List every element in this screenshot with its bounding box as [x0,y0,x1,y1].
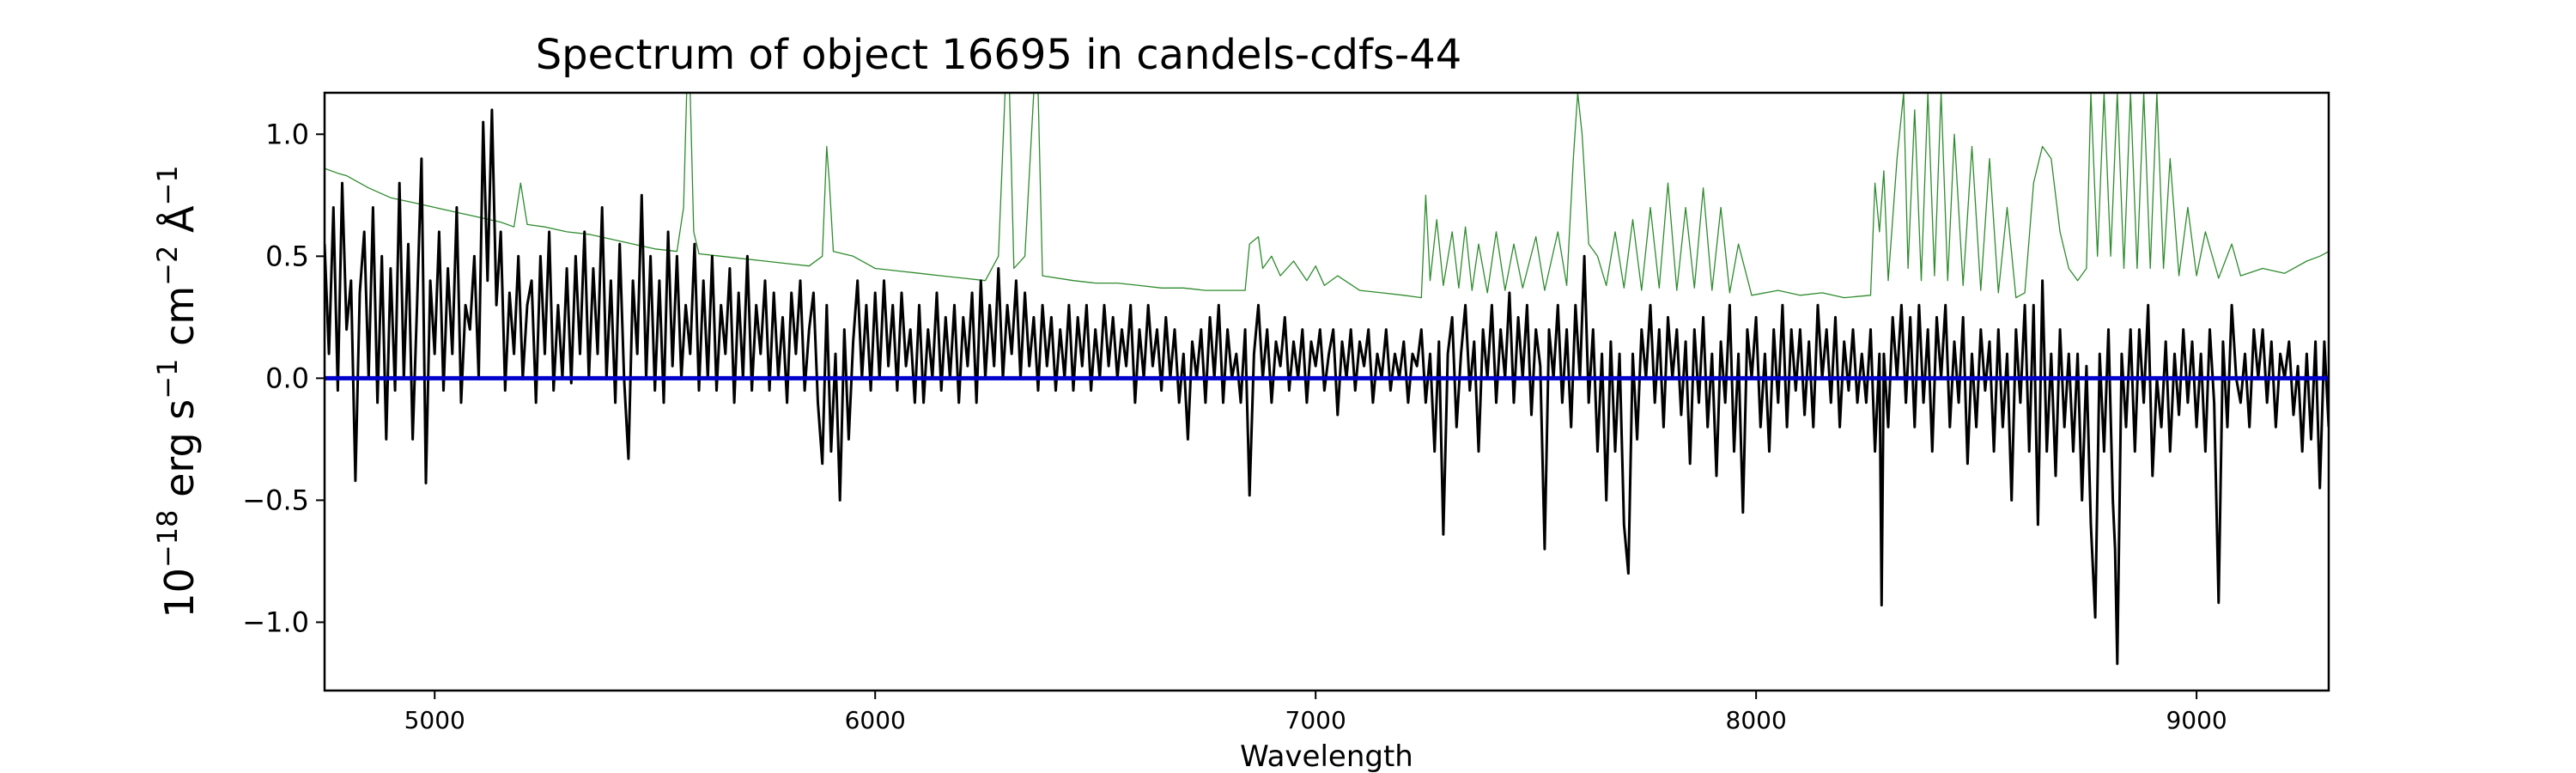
y-tick-label: 0.0 [265,362,309,394]
plot-frame [323,91,2330,692]
x-tick-label: 7000 [1285,706,1346,734]
x-axis-label: Wavelength [1240,740,1413,773]
series-group [325,93,2329,666]
x-tick-label: 9000 [2166,706,2227,734]
y-tick-label: 0.5 [265,240,309,272]
x-axis-ticks: 5000 6000 7000 8000 9000 [404,691,2227,734]
y-tick-label: −1.0 [242,606,309,638]
y-tick-label: 1.0 [265,118,309,150]
y-axis-label: 10−18 erg s−1 cm−2 Å−1 [151,165,203,618]
y-axis-ticks: 1.0 0.5 0.0 −0.5 −1.0 [242,118,325,638]
flux-series-line [325,108,2329,666]
x-tick-label: 6000 [845,706,906,734]
y-tick-label: −0.5 [242,484,309,516]
x-tick-label: 5000 [404,706,465,734]
chart-title: Spectrum of object 16695 in candels-cdfs… [536,31,1462,79]
noise-series-line [325,93,2329,299]
x-tick-label: 8000 [1726,706,1787,734]
